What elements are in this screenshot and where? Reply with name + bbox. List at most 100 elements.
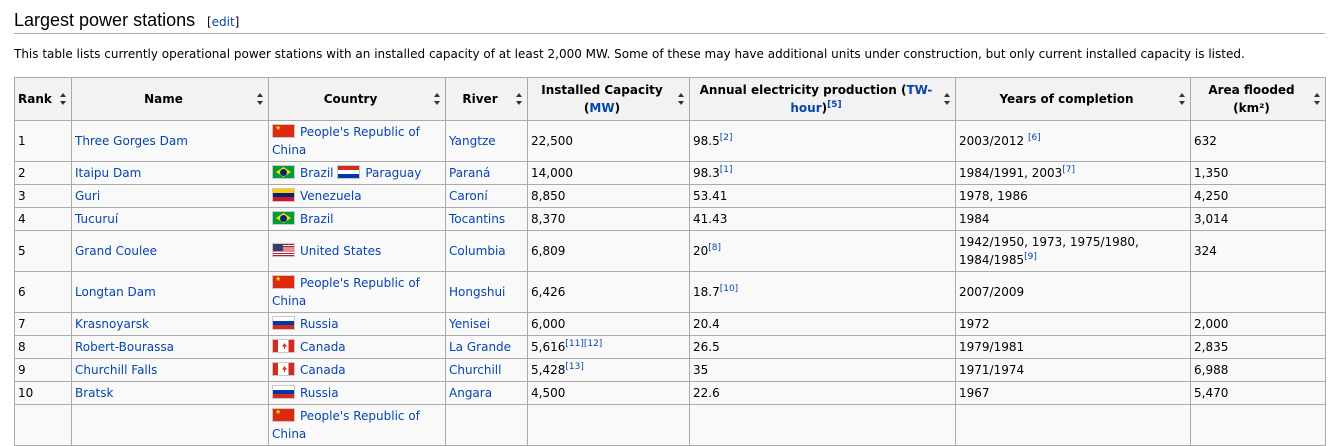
cell-name: Itaipu Dam: [71, 161, 269, 185]
cell-production: 98.3[1]: [689, 161, 956, 185]
river-link[interactable]: Yenisei: [449, 317, 491, 331]
edit-bracket-open: [: [206, 15, 212, 29]
river-link[interactable]: Angara: [449, 386, 493, 400]
station-link[interactable]: Churchill Falls: [75, 363, 158, 377]
sort-icon[interactable]: [1314, 93, 1321, 105]
station-link[interactable]: Krasnoyarsk: [75, 317, 149, 331]
cell-production: 98.5[2]: [689, 120, 956, 162]
reference-link[interactable]: [13]: [565, 362, 584, 372]
col-header-name[interactable]: Name: [71, 77, 269, 121]
reference-link[interactable]: [1]: [719, 165, 733, 175]
sort-icon[interactable]: [944, 93, 951, 105]
sort-icon[interactable]: [60, 93, 67, 105]
col-header-capacity[interactable]: Installed Capacity (MW): [527, 77, 690, 121]
production-value: 98.3: [693, 166, 720, 180]
col-header-production[interactable]: Annual electricity production (TW-hour)[…: [689, 77, 956, 121]
col-header-river[interactable]: River: [445, 77, 528, 121]
station-link[interactable]: Grand Coulee: [75, 244, 158, 258]
station-link[interactable]: Three Gorges Dam: [75, 134, 188, 148]
reference-link[interactable]: [10]: [719, 284, 739, 294]
river-link[interactable]: Churchill: [449, 363, 502, 377]
cell-river: Caroní: [445, 184, 528, 208]
cell-name: Robert-Bourassa: [71, 335, 269, 359]
cell-rank: 5: [14, 230, 72, 272]
cell-name: Churchill Falls: [71, 358, 269, 382]
col-header-country[interactable]: Country: [268, 77, 446, 121]
country-link[interactable]: People's Republic of China: [272, 276, 420, 308]
table-row: 3 Guri Venezuela Caroní 8,850 53.41 1978, 1986…: [14, 184, 1326, 208]
flag-ve-icon: [272, 188, 295, 202]
capacity-value: 6,000: [531, 317, 566, 331]
cell-production: 20[8]: [689, 230, 956, 272]
country-link[interactable]: People's Republic of China: [272, 125, 420, 157]
sort-icon[interactable]: [678, 93, 685, 105]
flag-us-icon: [272, 243, 295, 257]
cell-country: People's Republic of China: [268, 271, 446, 313]
sort-icon[interactable]: [434, 93, 441, 105]
cell-years: 2003/2012 [6]: [955, 120, 1191, 162]
cell-area: 5,470: [1190, 381, 1326, 405]
years-ref: [6]: [1028, 133, 1041, 143]
table-row: 4 Tucuruí Brazil Tocantins 8,370 41.43 1984 3,0…: [14, 207, 1326, 231]
flag-ru-icon: [272, 385, 295, 399]
cell-river: Tocantins: [445, 207, 528, 231]
flag-ca-icon: [272, 362, 295, 376]
country-link[interactable]: Canada: [300, 363, 346, 377]
country-link[interactable]: Russia: [300, 317, 339, 331]
reference-link[interactable]: [7]: [1062, 165, 1076, 175]
station-link[interactable]: Bratsk: [75, 386, 114, 400]
cell-production: 18.7[10]: [689, 271, 956, 313]
flag-cn-icon: [272, 408, 295, 422]
cell-country: Russia: [268, 381, 446, 405]
edit-link[interactable]: edit: [211, 15, 235, 29]
river-link[interactable]: Tocantins: [449, 212, 506, 226]
station-link[interactable]: Itaipu Dam: [75, 166, 142, 180]
intro-paragraph: This table lists currently operational p…: [14, 47, 1245, 61]
mw-link[interactable]: MW: [589, 101, 615, 115]
years-value: 1984/1991, 2003: [959, 166, 1063, 180]
station-link[interactable]: Longtan Dam: [75, 285, 156, 299]
station-link[interactable]: Robert-Bourassa: [75, 340, 175, 354]
river-link[interactable]: La Grande: [449, 340, 512, 354]
cell-rank: 1: [14, 120, 72, 162]
sort-icon[interactable]: [257, 93, 264, 105]
country-link[interactable]: Brazil: [300, 212, 334, 226]
section-title: Largest power stations: [14, 10, 196, 30]
river-link[interactable]: Hongshui: [449, 285, 506, 299]
reference-link[interactable]: [9]: [1024, 252, 1037, 262]
river-link[interactable]: Columbia: [449, 244, 506, 258]
section-heading: Largest power stations [edit]: [14, 10, 1325, 34]
cell-capacity: 6,000: [527, 312, 690, 336]
col-header-rank[interactable]: Rank: [14, 77, 72, 121]
country-link[interactable]: Paraguay: [365, 166, 422, 180]
country-link[interactable]: United States: [300, 244, 382, 258]
cell-area: 324: [1190, 230, 1326, 272]
river-link[interactable]: Paraná: [449, 166, 491, 180]
country-link[interactable]: Russia: [300, 386, 339, 400]
col-header-area[interactable]: Area flooded (km²): [1190, 77, 1326, 121]
reference-link[interactable]: [11][12]: [565, 339, 603, 349]
reference-link[interactable]: [6]: [1027, 133, 1041, 143]
station-link[interactable]: Guri: [75, 189, 101, 203]
reference-link[interactable]: [2]: [719, 133, 733, 143]
edit-bracket-close: ]: [234, 15, 240, 29]
country-link[interactable]: Canada: [300, 340, 346, 354]
cell-production: 22.6: [689, 381, 956, 405]
table-row: 7 Krasnoyarsk Russia Yenisei 6,000 20.4 1972 2,…: [14, 312, 1326, 336]
reference-link[interactable]: [8]: [708, 243, 722, 253]
col-header-years[interactable]: Years of completion: [955, 77, 1191, 121]
cell-country: Canada: [268, 358, 446, 382]
country-link[interactable]: Venezuela: [300, 189, 362, 203]
station-link[interactable]: Tucuruí: [75, 212, 119, 226]
capacity-value: 22,500: [531, 134, 573, 148]
sort-icon[interactable]: [1179, 93, 1186, 105]
capacity-ref: [13]: [565, 362, 583, 372]
cell-country: Brazil: [268, 207, 446, 231]
river-link[interactable]: Caroní: [449, 189, 488, 203]
country-link[interactable]: Brazil: [300, 166, 334, 180]
sort-icon[interactable]: [516, 93, 523, 105]
river-link[interactable]: Yangtze: [449, 134, 496, 148]
cell-rank: 6: [14, 271, 72, 313]
reference-link[interactable]: [5]: [827, 100, 842, 110]
tw-hour-link[interactable]: TW-hour: [790, 83, 933, 115]
